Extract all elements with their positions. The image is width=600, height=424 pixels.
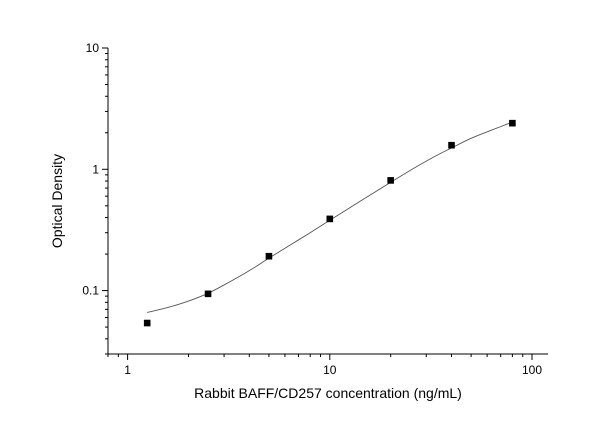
y-axis-label: Optical Density [49,154,65,248]
y-tick-label: 1 [92,162,99,176]
data-point [326,215,334,223]
x-tick-label: 100 [522,363,542,377]
data-point [448,141,455,149]
x-tick-label: 10 [323,363,337,377]
data-point [387,177,394,184]
axes: 1 10 100 0.1 1 10 [82,41,548,377]
data-point [204,290,212,298]
x-tick-label: 1 [124,363,131,377]
y-tick-label: 10 [86,41,100,55]
x-axis-label: Rabbit BAFF/CD257 concentration (ng/mL) [194,385,462,401]
data-point [265,252,273,260]
data-point [509,119,516,127]
data-points-layer [143,119,516,327]
y-tick-label: 0.1 [82,284,99,298]
data-point [143,319,151,327]
